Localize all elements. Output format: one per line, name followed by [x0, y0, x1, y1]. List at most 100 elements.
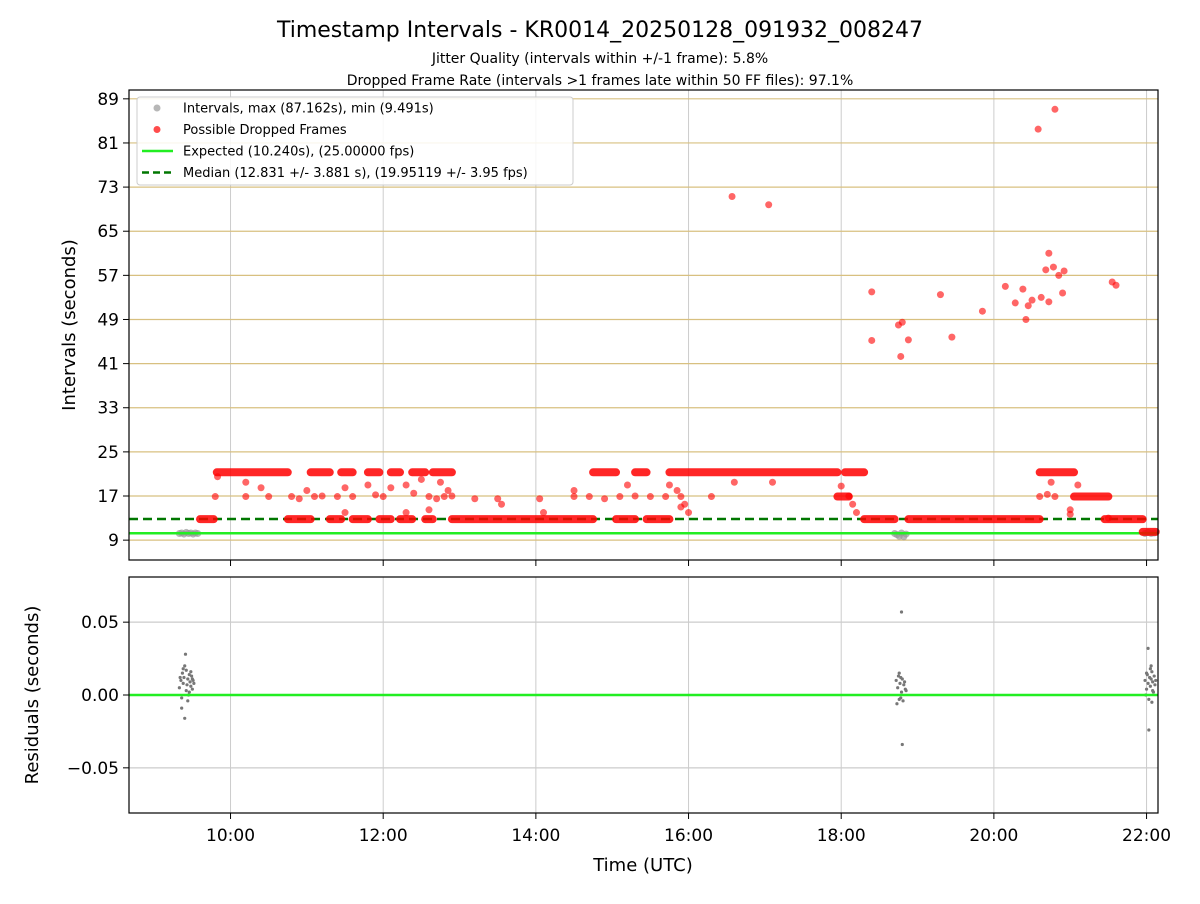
dropped-frame-point: [417, 475, 425, 483]
residual-point: [186, 677, 190, 681]
y-tick-label: 17: [97, 487, 119, 507]
residual-point: [186, 699, 190, 703]
dropped-frame-point: [1022, 315, 1030, 323]
top-y-axis-label: Intervals (seconds): [59, 239, 80, 411]
residual-point: [1146, 646, 1150, 650]
dropped-frame-point: [1024, 302, 1032, 310]
dropped-frame-point: [849, 500, 857, 508]
residual-point: [187, 673, 191, 677]
dropped-frame-point: [425, 506, 433, 514]
residual-point: [896, 686, 900, 690]
residual-point: [897, 671, 901, 675]
residual-point: [183, 716, 187, 720]
legend-marker: [153, 104, 161, 112]
residual-point: [902, 683, 906, 687]
y-tick-label: 9: [108, 531, 119, 551]
dropped-frame-point: [372, 491, 380, 499]
dropped-frame-point: [1060, 267, 1068, 275]
chart-subtitle-jitter: Jitter Quality (intervals within +/-1 fr…: [431, 51, 768, 67]
bottom-axes-frame: [128, 576, 1159, 814]
residual-point: [1144, 671, 1149, 675]
dropped-frame-point: [681, 500, 689, 508]
dropped-frame-point: [333, 493, 341, 501]
residual-point: [185, 683, 189, 687]
dropped-frame-point: [349, 493, 357, 501]
dropped-frame-point: [402, 481, 410, 489]
dropped-frame-point: [440, 493, 448, 501]
residual-point: [1152, 674, 1156, 678]
x-tick-label: 14:00: [511, 826, 560, 846]
chart-subtitle-dropped: Dropped Frame Rate (intervals >1 frames …: [347, 73, 854, 89]
residual-point: [190, 687, 194, 691]
dropped-frame-point: [868, 336, 876, 344]
dropped-frame-point: [707, 493, 715, 501]
dropped-frame-point: [1034, 125, 1042, 133]
dropped-frame-point: [318, 492, 326, 500]
dropped-frame-point: [295, 495, 303, 503]
residual-point: [1147, 728, 1151, 732]
dropped-frame-point: [303, 486, 311, 494]
residual-point: [894, 678, 898, 683]
y-tick-label: 41: [97, 355, 119, 375]
top-axes-frame: [128, 89, 1159, 561]
residual-point: [900, 742, 904, 747]
dropped-frame-point: [471, 495, 479, 503]
residual-point: [1153, 683, 1157, 687]
residual-point: [1151, 680, 1155, 684]
residual-point: [181, 681, 185, 685]
residual-point: [901, 699, 905, 703]
residual-point: [189, 684, 193, 688]
dropped-frame-point: [868, 288, 876, 296]
legend-entry-label: Median (12.831 +/- 3.881 s), (19.95119 +…: [183, 166, 528, 181]
dropped-frame-point: [1049, 263, 1057, 271]
dropped-frame-point: [1042, 266, 1050, 274]
x-tick-label: 16:00: [664, 826, 713, 846]
x-tick-label: 10:00: [206, 826, 255, 846]
dropped-frame-point: [1045, 298, 1053, 306]
dropped-frame-point: [1055, 271, 1063, 279]
residual-point: [1143, 678, 1147, 683]
dropped-frame-point: [433, 495, 441, 503]
y-tick-label: 0.00: [81, 686, 119, 706]
residual-point: [182, 675, 186, 680]
residual-point: [1147, 697, 1151, 701]
residual-point: [189, 670, 193, 674]
dropped-frame-point: [540, 509, 548, 517]
residual-point: [1150, 670, 1154, 674]
residual-point: [1149, 664, 1153, 668]
residual-point: [180, 696, 184, 700]
residuals-panel: 10:00 12:00 14:00 16:00 18:00 20:00 22:00 0.05 0…: [67, 576, 1171, 846]
dropped-frame-point: [631, 492, 639, 500]
dropped-frame-point: [1051, 493, 1059, 501]
dropped-frame-point: [410, 489, 418, 497]
residual-point: [1144, 687, 1149, 691]
dropped-frame-point: [728, 192, 736, 200]
x-tick-label: 20:00: [969, 826, 1018, 846]
dropped-frame-point: [677, 493, 685, 501]
legend-entry-label: Possible Dropped Frames: [183, 123, 347, 138]
dropped-frame-point: [898, 318, 906, 326]
dropped-frame-point: [936, 291, 944, 299]
residual-point: [1146, 681, 1150, 685]
residual-point: [896, 674, 901, 678]
residual-point: [180, 706, 184, 710]
dropped-frame-point: [364, 481, 372, 489]
dropped-frame-point: [1028, 296, 1036, 304]
y-tick-label: 33: [97, 399, 119, 419]
residual-point: [1148, 667, 1152, 671]
dropped-frame-point: [1047, 478, 1055, 486]
dropped-frame-point: [845, 492, 853, 500]
residual-point: [184, 689, 188, 693]
dropped-frame-point: [257, 484, 265, 492]
dropped-frame-point: [1074, 481, 1082, 489]
dropped-frame-point: [494, 495, 502, 503]
dropped-frame-point: [1001, 282, 1009, 290]
residual-point: [895, 702, 899, 706]
dropped-frame-point: [1051, 105, 1059, 113]
residual-point: [1150, 700, 1154, 704]
dropped-frame-point: [1037, 293, 1045, 301]
dropped-frame-point: [498, 500, 506, 508]
dropped-frame-point: [288, 493, 296, 501]
dropped-frame-point: [448, 492, 456, 500]
